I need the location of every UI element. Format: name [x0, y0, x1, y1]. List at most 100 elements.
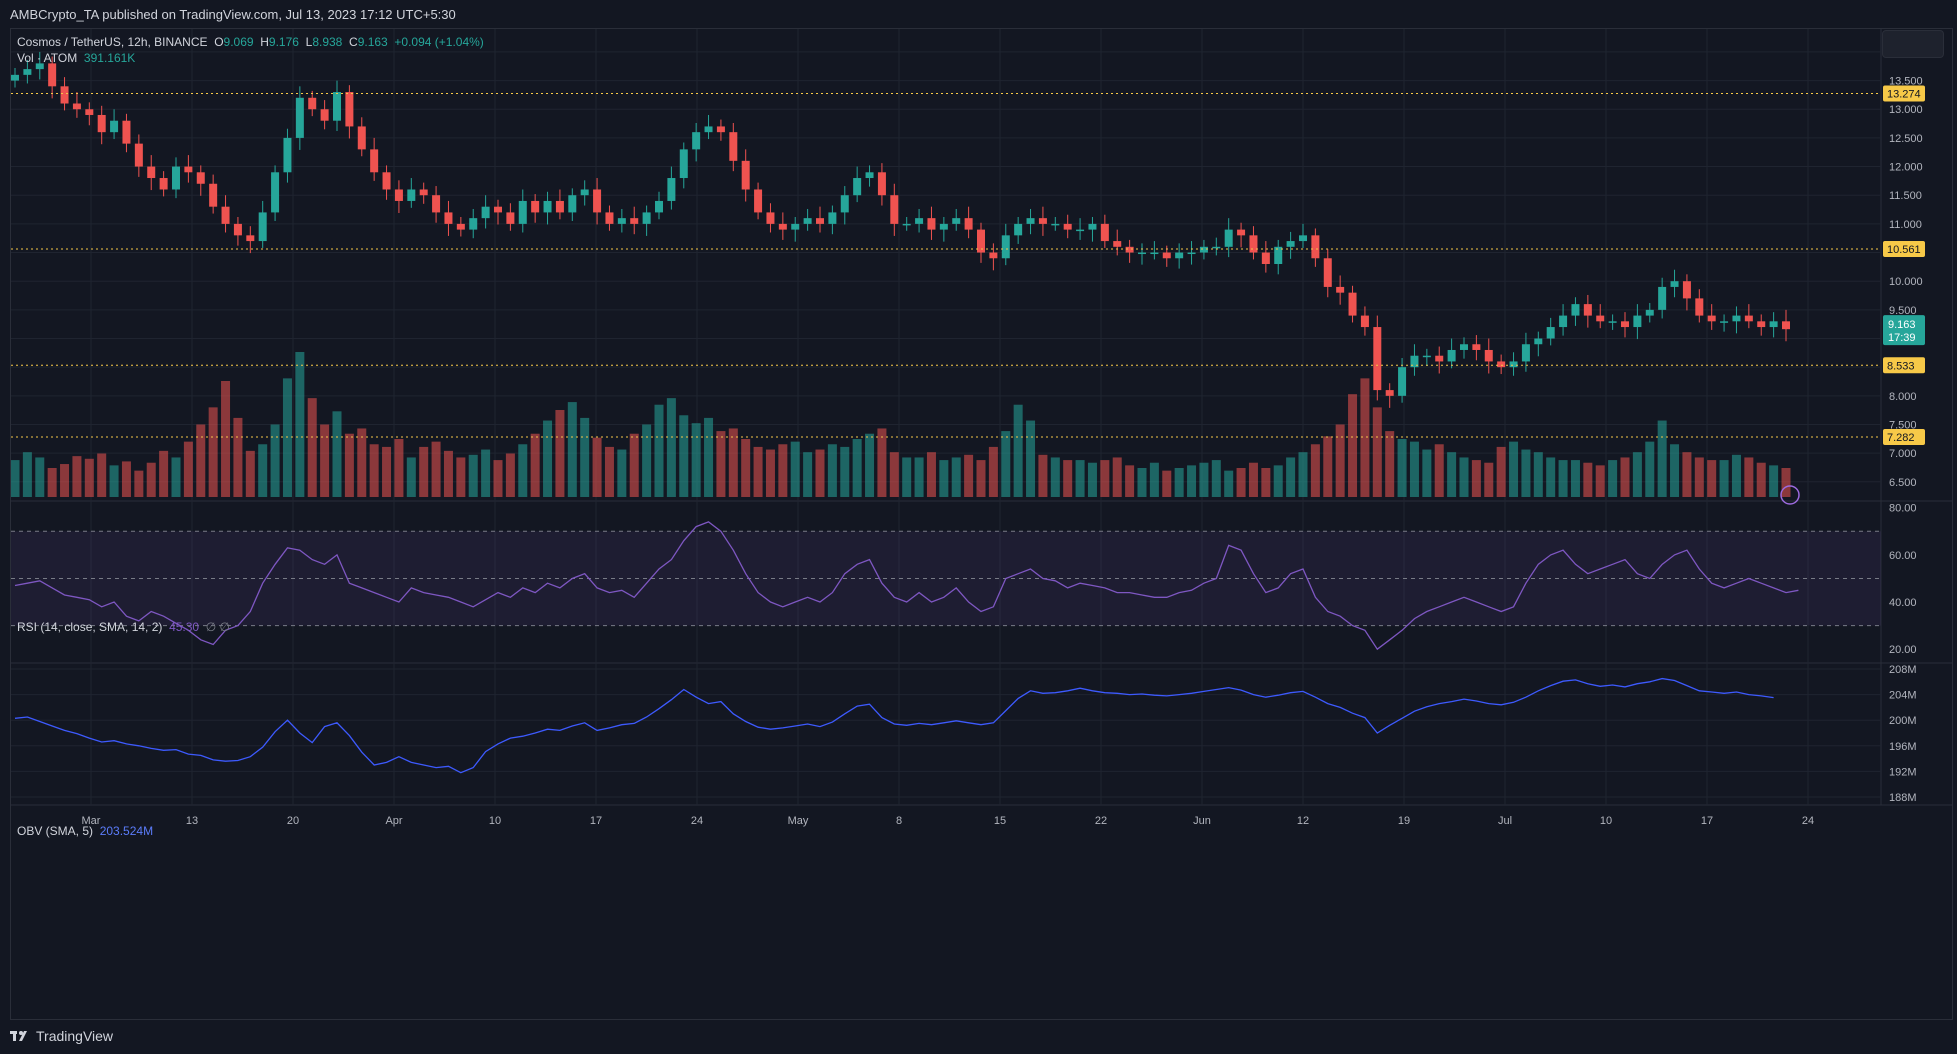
price-tick-label: 9.500	[1889, 305, 1917, 317]
time-tick-label: Jun	[1193, 815, 1211, 827]
time-tick-label: May	[788, 815, 809, 827]
candle-body	[1311, 235, 1320, 259]
volume-bar	[778, 444, 788, 497]
volume-bar	[1075, 460, 1085, 497]
volume-bar	[1595, 465, 1605, 497]
price-tick-label: 7.000	[1889, 448, 1917, 460]
candle-body	[1670, 281, 1679, 287]
volume-bar	[1632, 452, 1642, 497]
candle-body	[667, 178, 676, 201]
volume-bar	[369, 444, 379, 497]
volume-bar	[35, 457, 45, 497]
candle-body	[803, 218, 812, 224]
candle-body	[444, 212, 453, 224]
time-tick-label: 19	[1398, 815, 1410, 827]
time-tick-label: 8	[896, 815, 902, 827]
volume-bar	[617, 449, 627, 497]
price-tick-label: 7.500	[1889, 419, 1917, 431]
volume-bar	[357, 428, 367, 497]
price-tick-label: 6.500	[1889, 477, 1917, 489]
volume-bar	[1112, 457, 1122, 497]
chart-panel[interactable]: 14.00013.50013.00012.50012.00011.50011.0…	[10, 28, 1953, 1020]
obv-tick-label: 196M	[1889, 741, 1917, 753]
candle-body	[989, 252, 998, 259]
price-tick-label: 11.500	[1889, 190, 1922, 202]
candle-body	[1435, 355, 1444, 362]
volume-bar	[877, 428, 887, 497]
candle-body	[816, 218, 824, 224]
candle-body	[902, 223, 911, 226]
volume-bar	[159, 450, 169, 497]
candle-body	[481, 206, 490, 219]
candle-body	[60, 86, 69, 104]
volume-bar	[939, 460, 949, 497]
candle-body	[1187, 252, 1196, 255]
candle-body	[617, 218, 626, 224]
candle-body	[23, 69, 32, 75]
time-tick-label: Apr	[385, 815, 402, 827]
candle-body	[1546, 327, 1555, 339]
volume-bar	[406, 457, 416, 497]
volume-value: 391.161K	[83, 51, 136, 65]
volume-bar	[815, 449, 825, 497]
symbol-title[interactable]: Cosmos / TetherUS, 12h, BINANCE	[17, 35, 208, 49]
candle-body	[791, 223, 800, 230]
candle-body	[642, 212, 651, 224]
volume-bar	[196, 424, 206, 497]
tradingview-brand[interactable]: TradingView	[10, 1028, 113, 1044]
candle-body	[915, 218, 924, 224]
candle-body	[1385, 390, 1394, 396]
volume-bar	[741, 439, 751, 497]
chart-settings-button[interactable]	[1882, 30, 1944, 58]
candle-body	[1076, 229, 1085, 232]
volume-bar	[629, 433, 639, 497]
level-label-box	[1883, 357, 1925, 374]
candle-body	[605, 212, 614, 224]
volume-bar	[60, 464, 70, 497]
candle-body	[333, 92, 341, 121]
volume-label[interactable]: Vol · ATOM	[17, 51, 78, 65]
obv-tick-label: 188M	[1889, 792, 1917, 804]
volume-bar	[1211, 460, 1221, 497]
volume-bar	[1608, 460, 1618, 497]
obv-legend: OBV (SMA, 5) 203.524M	[17, 824, 153, 838]
candle-body	[840, 195, 849, 213]
volume-bar	[728, 428, 738, 497]
candle-body	[1571, 304, 1580, 316]
time-tick-label: 10	[489, 815, 501, 827]
time-tick-label: Jul	[1498, 815, 1512, 827]
time-tick-label: 24	[691, 815, 703, 827]
obv-label[interactable]: OBV (SMA, 5)	[17, 824, 94, 838]
candle-body	[1026, 218, 1035, 224]
candle-body	[97, 114, 106, 133]
price-tick-label: 13.500	[1889, 76, 1923, 88]
candle-body	[1682, 281, 1691, 299]
candle-body	[110, 120, 119, 133]
volume-bar	[1409, 441, 1419, 497]
candle-body	[1051, 223, 1060, 226]
volume-bar	[543, 420, 553, 497]
volume-bar	[1335, 424, 1345, 497]
rsi-value: 45.30	[169, 620, 200, 634]
candle-body	[877, 172, 886, 196]
volume-bar	[295, 352, 305, 497]
candle-body	[1608, 321, 1617, 323]
candle-body	[679, 149, 688, 179]
candle-body	[1583, 304, 1592, 316]
volume-bar	[258, 444, 268, 497]
candle-body	[419, 189, 428, 196]
rsi-label[interactable]: RSI (14, close, SMA, 14, 2)	[17, 620, 163, 634]
chart-canvas[interactable]: 14.00013.50013.00012.50012.00011.50011.0…	[11, 29, 1952, 1019]
volume-bar	[1694, 457, 1704, 497]
volume-bar	[976, 460, 986, 497]
time-tick-label: 13	[186, 815, 198, 827]
candle-body	[1299, 235, 1307, 242]
candle-body	[1336, 286, 1345, 293]
candle-body	[382, 172, 391, 190]
volume-bar	[134, 470, 144, 497]
level-label: 7.282	[1887, 432, 1915, 444]
candle-body	[1497, 361, 1506, 368]
volume-bar	[1137, 468, 1147, 497]
candle-body	[357, 126, 366, 150]
volume-bar	[654, 404, 664, 497]
